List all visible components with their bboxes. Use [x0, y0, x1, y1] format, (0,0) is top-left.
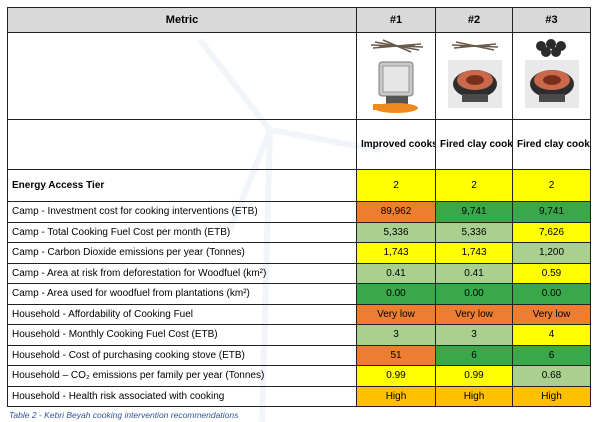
tier-value: 2	[435, 169, 513, 202]
metric-value: 6	[512, 344, 591, 366]
metric-label: Household - Health risk associated with …	[7, 385, 357, 407]
metric-value: 0.59	[512, 262, 591, 284]
cooking-metrics-table: Metric #1 #2 #3	[7, 7, 591, 407]
wood-bundle-icon	[451, 40, 499, 51]
metric-label: Household - Cost of purchasing cooking s…	[7, 344, 357, 366]
table-row: Household - Affordability of Cooking Fue…	[7, 303, 591, 325]
metric-label: Camp - Area at risk from deforestation f…	[7, 262, 357, 284]
table-row: Household - Cost of purchasing cooking s…	[7, 344, 591, 366]
metric-value: 0.99	[435, 365, 513, 387]
energy-tier-row: Energy Access Tier 2 2 2	[7, 169, 591, 202]
metric-value: 3	[356, 324, 436, 346]
option-2-header: #2	[435, 7, 513, 33]
wood-bundle-icon	[370, 38, 424, 53]
metric-label: Camp - Investment cost for cooking inter…	[7, 201, 357, 223]
stove-2-name: Fired clay cookstove (woodfuel)	[435, 119, 513, 170]
stove-image-row	[7, 32, 591, 120]
blank-cell	[7, 119, 357, 170]
metric-label: Camp - Carbon Dioxide emissions per year…	[7, 242, 357, 264]
option-3-header: #3	[512, 7, 591, 33]
metric-value: 1,743	[356, 242, 436, 264]
metric-value: 5,336	[356, 221, 436, 243]
stove-3-images	[512, 32, 591, 120]
metric-value: High	[435, 385, 513, 407]
tier-value: 2	[512, 169, 591, 202]
stove-3-name: Fired clay cookstove (charcoal)	[512, 119, 591, 170]
metric-value: High	[356, 385, 436, 407]
metric-value: High	[512, 385, 591, 407]
metric-value: 1,200	[512, 242, 591, 264]
metric-label: Camp - Area used for woodfuel from plant…	[7, 283, 357, 305]
table-row: Camp - Area used for woodfuel from plant…	[7, 283, 591, 305]
metric-value: 0.00	[512, 283, 591, 305]
metric-value: 4	[512, 324, 591, 346]
metric-value: 6	[435, 344, 513, 366]
table-row: Camp - Total Cooking Fuel Cost per month…	[7, 221, 591, 243]
metric-label: Camp - Total Cooking Fuel Cost per month…	[7, 221, 357, 243]
table-row: Camp - Carbon Dioxide emissions per year…	[7, 242, 591, 264]
metric-value: 0.00	[356, 283, 436, 305]
metric-header: Metric	[7, 7, 357, 33]
table-caption: Table 2 - Kebri Beyah cooking interventi…	[9, 410, 239, 420]
metal-cookstove-icon	[373, 61, 418, 113]
metric-value: 7,626	[512, 221, 591, 243]
metric-label: Household – CO₂ emissions per family per…	[7, 365, 357, 387]
table-row: Household - Health risk associated with …	[7, 385, 591, 407]
metric-value: 0.00	[435, 283, 513, 305]
metric-value: Very low	[512, 303, 591, 325]
option-1-header: #1	[356, 7, 436, 33]
table-row: Camp - Investment cost for cooking inter…	[7, 201, 591, 223]
tier-value: 2	[356, 169, 436, 202]
metric-value: 3	[435, 324, 513, 346]
stove-1-name: Improved cookstove (woodfuel)	[356, 119, 436, 170]
metric-label: Household - Monthly Cooking Fuel Cost (E…	[7, 324, 357, 346]
table-row: Household - Monthly Cooking Fuel Cost (E…	[7, 324, 591, 346]
metric-value: 0.41	[356, 262, 436, 284]
metric-value: 89,962	[356, 201, 436, 223]
metric-value: 1,743	[435, 242, 513, 264]
charcoal-icon	[536, 38, 566, 57]
stove-name-row: Improved cookstove (woodfuel) Fired clay…	[7, 119, 591, 170]
metric-value: Very low	[356, 303, 436, 325]
table-row: Household – CO₂ emissions per family per…	[7, 365, 591, 387]
metric-value: 0.99	[356, 365, 436, 387]
metric-value: 51	[356, 344, 436, 366]
metric-value: 5,336	[435, 221, 513, 243]
metric-value: 0.68	[512, 365, 591, 387]
metric-value: 9,741	[512, 201, 591, 223]
metric-value: 0.41	[435, 262, 513, 284]
table-header-row: Metric #1 #2 #3	[7, 7, 591, 33]
table-row: Camp - Area at risk from deforestation f…	[7, 262, 591, 284]
metric-label: Household - Affordability of Cooking Fue…	[7, 303, 357, 325]
stove-2-images	[435, 32, 513, 120]
clay-cookstove-icon	[448, 59, 502, 108]
tier-label: Energy Access Tier	[7, 169, 357, 202]
blank-cell	[7, 32, 357, 120]
stove-1-images	[356, 32, 436, 120]
clay-cookstove-icon	[525, 59, 579, 108]
metric-value: Very low	[435, 303, 513, 325]
metric-value: 9,741	[435, 201, 513, 223]
